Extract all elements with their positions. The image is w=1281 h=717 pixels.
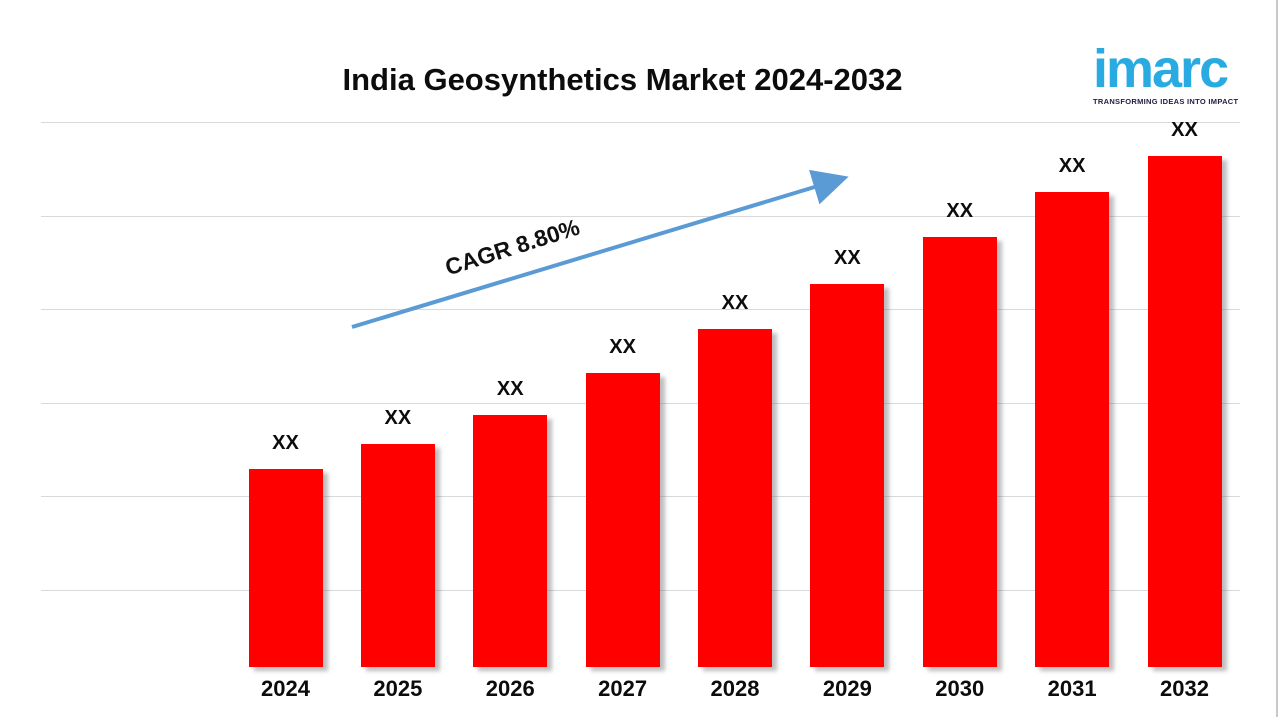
bar-value-label-2028: XX [721, 291, 749, 314]
chart-title: India Geosynthetics Market 2024-2032 [342, 62, 903, 97]
bar-2024 [248, 469, 323, 667]
bar-2028 [698, 328, 772, 667]
bar-value-label-2027: XX [609, 336, 636, 359]
bar-value-label-2026: XX [496, 378, 524, 401]
bar-value-label-2032: XX [1171, 118, 1198, 141]
x-axis-label-2028: 2028 [710, 676, 760, 701]
imarc-logo-wordmark: imarc [1093, 39, 1229, 99]
x-axis-label-2031: 2031 [1047, 676, 1097, 701]
x-axis-label-2025: 2025 [373, 676, 423, 701]
bar-2025 [360, 444, 435, 667]
bar-2029 [810, 283, 885, 667]
plot-area: XX 2024 XX 2025 XX 2026 XX 2027 XX 2028 XX 2029 XX 20… [41, 118, 1240, 700]
bar-2026 [473, 415, 548, 667]
x-axis-label-2024: 2024 [261, 676, 310, 701]
gridline [41, 122, 1240, 123]
x-axis-label-2029: 2029 [822, 676, 872, 701]
bar-2027 [585, 373, 660, 667]
bar-2031 [1035, 191, 1110, 667]
bar-2032 [1147, 155, 1222, 667]
x-axis-label-2026: 2026 [485, 676, 535, 701]
x-axis-label-2032: 2032 [1160, 676, 1209, 701]
right-edge-divider [1276, 0, 1278, 717]
x-axis-label-2030: 2030 [935, 676, 985, 701]
bar-value-label-2025: XX [384, 407, 412, 430]
bar-value-label-2024: XX [272, 432, 299, 455]
bar-value-label-2030: XX [946, 199, 974, 222]
imarc-logo-tagline: TRANSFORMING IDEAS INTO IMPACT [1093, 97, 1239, 106]
bar-2030 [922, 236, 997, 667]
bar-value-label-2031: XX [1058, 154, 1086, 177]
bar-value-label-2029: XX [834, 246, 861, 269]
imarc-logo: imarc TRANSFORMING IDEAS INTO IMPACT [1093, 39, 1243, 106]
x-axis-label-2027: 2027 [598, 676, 648, 701]
